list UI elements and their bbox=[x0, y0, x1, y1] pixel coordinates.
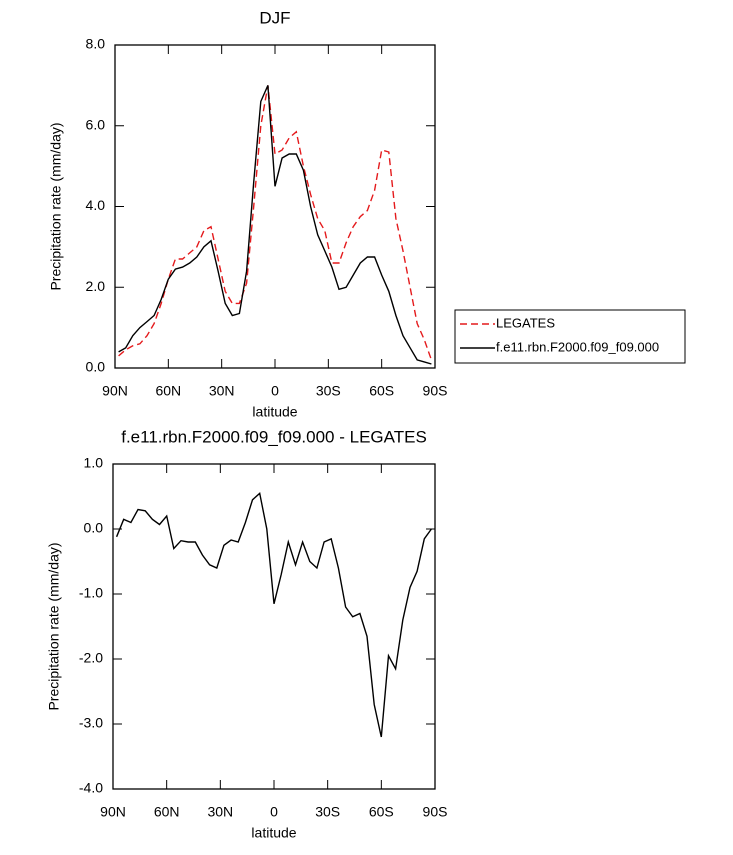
y-axis-label: Precipitation rate (mm/day) bbox=[48, 122, 64, 290]
y-tick-label: -4.0 bbox=[79, 780, 103, 796]
y-tick-label: 0.0 bbox=[84, 520, 104, 536]
chart-title: DJF bbox=[259, 8, 290, 27]
x-tick-label: 30N bbox=[207, 804, 233, 820]
y-tick-label: 4.0 bbox=[86, 197, 106, 213]
x-tick-label: 0 bbox=[270, 804, 278, 820]
x-axis-label: latitude bbox=[251, 825, 296, 841]
x-tick-label: 90S bbox=[423, 383, 448, 399]
legend-box bbox=[454, 309, 686, 364]
plot-frame bbox=[112, 463, 436, 790]
y-tick-label: 6.0 bbox=[86, 116, 106, 132]
data-line bbox=[115, 491, 432, 738]
data-line bbox=[118, 85, 433, 361]
y-tick-label: 0.0 bbox=[86, 359, 106, 375]
x-tick-label: 60S bbox=[369, 804, 394, 820]
x-tick-label: 0 bbox=[271, 383, 279, 399]
y-tick-label: -2.0 bbox=[79, 650, 103, 666]
x-tick-label: 90N bbox=[100, 804, 126, 820]
legend-label: f.e11.rbn.F2000.f09_f09.000 bbox=[496, 339, 659, 354]
x-tick-label: 60S bbox=[369, 383, 394, 399]
x-tick-label: 60N bbox=[154, 804, 180, 820]
x-axis-label: latitude bbox=[252, 404, 297, 420]
x-tick-label: 60N bbox=[155, 383, 181, 399]
y-tick-label: 2.0 bbox=[86, 278, 106, 294]
x-tick-label: 30S bbox=[315, 804, 340, 820]
x-tick-label: 90N bbox=[102, 383, 128, 399]
x-tick-label: 90S bbox=[423, 804, 448, 820]
x-tick-label: 30N bbox=[209, 383, 235, 399]
data-line bbox=[118, 85, 432, 365]
y-tick-label: 1.0 bbox=[84, 455, 104, 471]
y-axis-label: Precipitation rate (mm/day) bbox=[46, 542, 62, 710]
chart-title: f.e11.rbn.F2000.f09_f09.000 - LEGATES bbox=[121, 427, 427, 446]
y-tick-label: -1.0 bbox=[79, 585, 103, 601]
y-tick-label: 8.0 bbox=[86, 36, 106, 52]
x-tick-label: 30S bbox=[316, 383, 341, 399]
legend-label: LEGATES bbox=[496, 315, 555, 330]
y-tick-label: -3.0 bbox=[79, 715, 103, 731]
plot-frame bbox=[114, 44, 436, 369]
